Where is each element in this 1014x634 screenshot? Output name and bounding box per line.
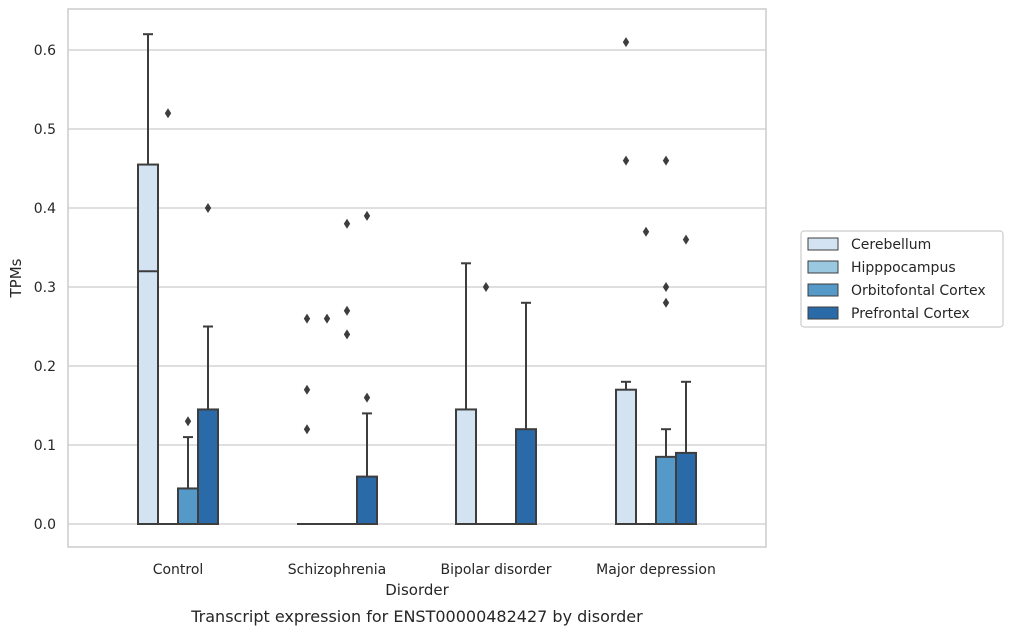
box: [655, 455, 677, 526]
outlier-point: [662, 155, 670, 166]
outlier-point: [642, 226, 650, 237]
box-plots: [137, 33, 697, 526]
y-tick-label: 0.2: [34, 359, 56, 375]
legend-label: Orbitofontal Cortex: [851, 283, 986, 299]
box: [455, 408, 477, 526]
y-axis-ticks: 0.0 0.1 0.2 0.3 0.4 0.5 0.6: [34, 43, 56, 533]
outlier-points: [164, 37, 690, 435]
x-tick-label: Major depression: [596, 562, 716, 578]
outlier-point: [164, 108, 172, 119]
outlier-point: [622, 155, 630, 166]
box-prefrontal-cortex: [675, 380, 697, 525]
box: [197, 408, 219, 526]
box-prefrontal-cortex: [515, 301, 537, 526]
box: [675, 451, 697, 525]
legend-label: Prefrontal Cortex: [851, 306, 970, 322]
y-tick-label: 0.6: [34, 43, 56, 59]
outlier-point: [343, 305, 351, 316]
outlier-point: [323, 313, 331, 324]
outlier-point: [303, 313, 311, 324]
y-tick-label: 0.5: [34, 122, 56, 138]
x-tick-label: Schizophrenia: [288, 562, 386, 578]
x-tick-label: Control: [153, 562, 204, 578]
outlier-point: [343, 329, 351, 340]
box: [177, 487, 199, 526]
outlier-point: [662, 297, 670, 308]
outlier-point: [343, 218, 351, 229]
x-axis-ticks: Control Schizophrenia Bipolar disorder Majo…: [153, 562, 716, 578]
outlier-point: [204, 203, 212, 213]
legend-swatch: [807, 237, 839, 251]
box: [356, 475, 378, 526]
legend-swatch: [807, 283, 839, 297]
box-prefrontal-cortex: [356, 412, 378, 526]
box-orbitofontal-cortex: [177, 436, 199, 526]
box-cerebellum: [137, 33, 159, 526]
outlier-point: [184, 416, 192, 427]
legend-swatch: [807, 260, 839, 274]
box: [137, 163, 159, 526]
box-cerebellum: [615, 380, 637, 526]
plot-area: [67, 8, 767, 548]
legend-item: Prefrontal Cortex: [807, 306, 970, 322]
y-axis-label: TPMs: [7, 258, 25, 298]
x-axis-label: Disorder: [385, 581, 449, 599]
plot-frame: [67, 8, 767, 548]
y-tick-label: 0.0: [34, 517, 56, 533]
outlier-point: [303, 384, 311, 395]
chart-caption: Transcript expression for ENST0000048242…: [190, 607, 643, 626]
y-tick-label: 0.4: [34, 201, 56, 217]
outlier-point: [682, 234, 690, 245]
legend-label: Cerebellum: [851, 237, 931, 253]
box-prefrontal-cortex: [197, 325, 219, 526]
box: [515, 428, 537, 526]
legend-swatch: [807, 306, 839, 320]
box: [615, 388, 637, 526]
legend-label: Hipppocampus: [851, 260, 956, 276]
legend: Cerebellum Hipppocampus Orbitofontal Corte…: [800, 230, 1004, 328]
outlier-point: [363, 392, 371, 403]
y-tick-label: 0.1: [34, 438, 56, 454]
y-tick-label: 0.3: [34, 280, 56, 296]
outlier-point: [662, 282, 670, 292]
box-cerebellum: [455, 262, 477, 526]
outlier-point: [622, 37, 630, 48]
legend-item: Cerebellum: [807, 237, 931, 253]
legend-box: [800, 230, 1004, 328]
legend-item: Hipppocampus: [807, 260, 956, 276]
outlier-point: [303, 424, 311, 435]
x-tick-label: Bipolar disorder: [440, 562, 551, 578]
outlier-point: [482, 282, 490, 292]
legend-item: Orbitofontal Cortex: [807, 283, 986, 299]
outlier-point: [363, 210, 371, 221]
